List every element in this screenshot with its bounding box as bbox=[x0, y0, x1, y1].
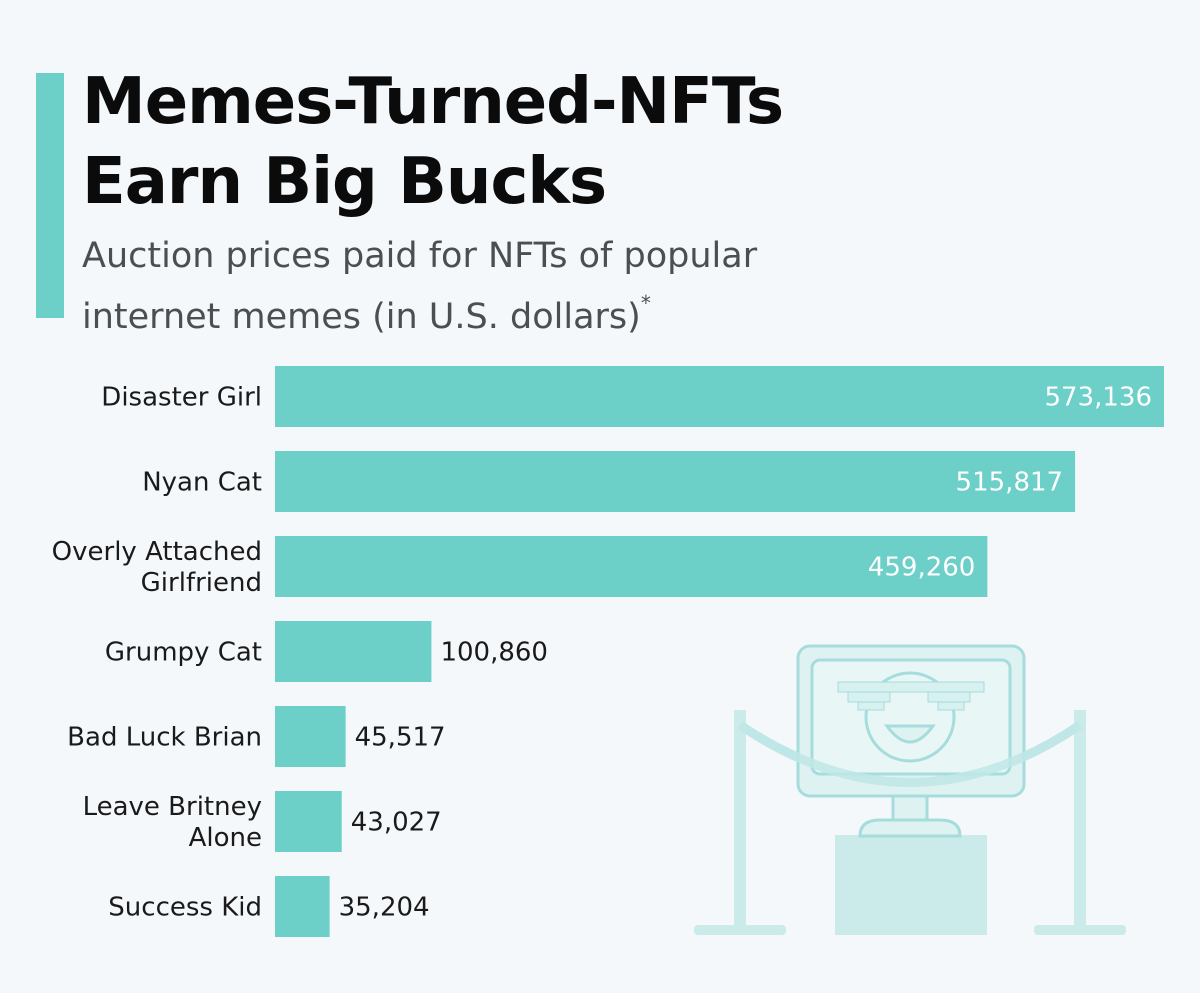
value-label: 573,136 bbox=[1044, 383, 1152, 413]
bar-5 bbox=[275, 791, 342, 852]
category-label: Grumpy Cat bbox=[105, 638, 262, 668]
category-label: Success Kid bbox=[108, 893, 262, 923]
value-label: 459,260 bbox=[868, 553, 976, 583]
bar-0 bbox=[275, 366, 1164, 427]
pedestal bbox=[835, 835, 987, 935]
bar-3 bbox=[275, 621, 432, 682]
category-label: Bad Luck Brian bbox=[67, 723, 262, 753]
category-label: Leave Britney Alone bbox=[83, 792, 262, 853]
museum-monitor-meme-icon bbox=[694, 644, 1126, 935]
subtitle-footnote-mark: * bbox=[640, 291, 651, 315]
category-label: Overly Attached Girlfriend bbox=[52, 537, 262, 598]
pixel-sunglasses bbox=[837, 681, 985, 711]
subtitle-text: Auction prices paid for NFTs of popular … bbox=[82, 236, 758, 337]
value-label: 100,860 bbox=[440, 638, 548, 668]
bar-1 bbox=[275, 451, 1076, 512]
chart-title: Memes-Turned-NFTs Earn Big Bucks bbox=[82, 65, 784, 219]
chart-subtitle: Auction prices paid for NFTs of popular … bbox=[82, 233, 842, 341]
value-label: 43,027 bbox=[351, 808, 442, 838]
bar-4 bbox=[275, 706, 346, 767]
stanchion-left bbox=[734, 710, 746, 932]
category-label: Disaster Girl bbox=[101, 383, 262, 413]
stanchion-right bbox=[1074, 710, 1086, 932]
category-label: Nyan Cat bbox=[142, 468, 262, 498]
value-label: 35,204 bbox=[339, 893, 430, 923]
bar-6 bbox=[275, 876, 330, 937]
value-label: 45,517 bbox=[355, 723, 446, 753]
smiley-face bbox=[864, 671, 956, 763]
value-label: 515,817 bbox=[956, 468, 1064, 498]
bar-2 bbox=[275, 536, 988, 597]
title-accent-bar bbox=[36, 73, 64, 318]
